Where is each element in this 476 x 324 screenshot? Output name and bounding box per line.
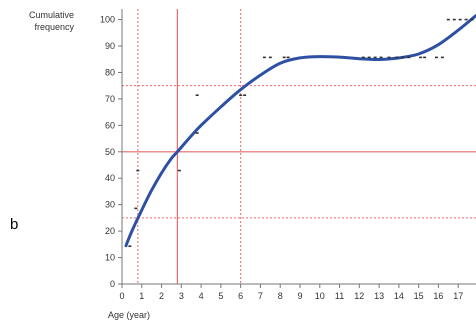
data-point <box>282 56 286 59</box>
x-tick-label: 2 <box>159 291 164 301</box>
panel-label: b <box>10 216 18 233</box>
data-point <box>177 169 181 172</box>
fitted-curve <box>124 14 476 248</box>
data-point <box>195 94 199 97</box>
data-point <box>419 56 423 59</box>
x-tick-label: 8 <box>278 291 283 301</box>
y-tick-label: 40 <box>105 173 115 183</box>
x-tick-label: 0 <box>119 291 124 301</box>
data-point <box>361 56 365 59</box>
data-point <box>434 56 438 59</box>
y-tick-label: 70 <box>105 94 115 104</box>
x-tick-label: 7 <box>258 291 263 301</box>
data-point <box>446 18 450 21</box>
x-tick-label: 12 <box>354 291 364 301</box>
data-point <box>464 18 468 21</box>
data-point <box>262 56 266 59</box>
data-point <box>379 56 383 59</box>
data-point <box>458 18 462 21</box>
data-point <box>401 56 405 59</box>
y-tick-label: 30 <box>105 200 115 210</box>
data-point <box>239 94 243 97</box>
data-point <box>373 56 377 59</box>
y-tick-label: 100 <box>100 15 115 25</box>
x-tick-label: 6 <box>238 291 243 301</box>
x-tick-label: 5 <box>218 291 223 301</box>
x-tick-label: 16 <box>433 291 443 301</box>
data-point <box>440 56 444 59</box>
x-tick-label: 14 <box>394 291 404 301</box>
x-tick-label: 3 <box>179 291 184 301</box>
x-tick-label: 4 <box>199 291 204 301</box>
reference-lines <box>122 9 476 284</box>
x-tick-label: 13 <box>374 291 384 301</box>
y-tick-label: 10 <box>105 253 115 263</box>
data-point <box>470 18 474 21</box>
y-tick-label: 0 <box>110 279 115 289</box>
data-point <box>367 56 371 59</box>
data-point <box>195 132 199 134</box>
data-point <box>395 56 399 59</box>
data-point <box>407 56 411 59</box>
y-tick-label: 60 <box>105 120 115 130</box>
x-tick-label: 15 <box>414 291 424 301</box>
data-point <box>268 56 272 59</box>
y-tick-label: 20 <box>105 226 115 236</box>
y-axis-title-line-1: Cumulative <box>29 10 74 20</box>
y-tick-label: 50 <box>105 147 115 157</box>
data-point <box>286 56 290 59</box>
x-tick-label: 11 <box>335 291 344 301</box>
x-tick-label: 9 <box>297 291 302 301</box>
x-axis-title: Age (year) <box>108 310 150 320</box>
x-tick-label: 17 <box>453 291 463 301</box>
data-point <box>423 56 427 59</box>
data-point <box>134 207 138 210</box>
data-point <box>387 56 391 59</box>
fitted-curve-layer <box>124 14 476 248</box>
data-point <box>128 245 132 247</box>
data-points <box>128 18 474 247</box>
y-tick-label: 90 <box>105 41 115 51</box>
x-tick-label: 1 <box>139 291 144 301</box>
data-point <box>243 94 247 97</box>
y-tick-label: 80 <box>105 67 115 77</box>
y-axis-title-line-2: frequency <box>34 22 74 32</box>
x-tick-label: 10 <box>315 291 325 301</box>
data-point <box>452 18 456 21</box>
data-point <box>136 169 140 172</box>
